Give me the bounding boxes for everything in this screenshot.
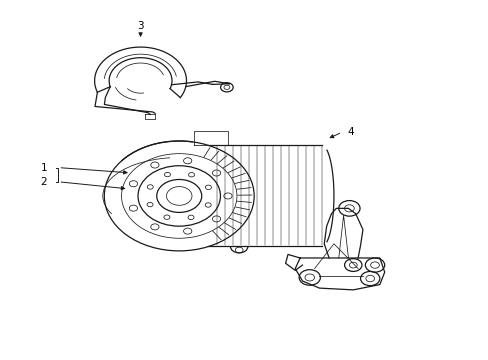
Text: 4: 4 bbox=[347, 127, 353, 137]
Text: 2: 2 bbox=[41, 177, 47, 187]
Circle shape bbox=[220, 83, 233, 92]
Circle shape bbox=[224, 85, 229, 89]
Circle shape bbox=[212, 170, 220, 176]
Circle shape bbox=[147, 202, 153, 207]
Circle shape bbox=[150, 224, 159, 230]
Circle shape bbox=[150, 162, 159, 168]
Circle shape bbox=[224, 193, 232, 199]
Circle shape bbox=[212, 216, 220, 222]
Circle shape bbox=[188, 215, 194, 220]
Circle shape bbox=[129, 181, 137, 187]
Circle shape bbox=[129, 205, 137, 211]
Text: 3: 3 bbox=[137, 21, 143, 31]
Circle shape bbox=[183, 228, 191, 234]
Circle shape bbox=[188, 172, 194, 177]
Circle shape bbox=[164, 172, 170, 177]
Circle shape bbox=[205, 203, 211, 207]
Text: 1: 1 bbox=[41, 163, 47, 172]
Circle shape bbox=[163, 215, 170, 219]
Circle shape bbox=[147, 185, 153, 189]
Circle shape bbox=[183, 158, 191, 164]
Circle shape bbox=[205, 185, 211, 189]
